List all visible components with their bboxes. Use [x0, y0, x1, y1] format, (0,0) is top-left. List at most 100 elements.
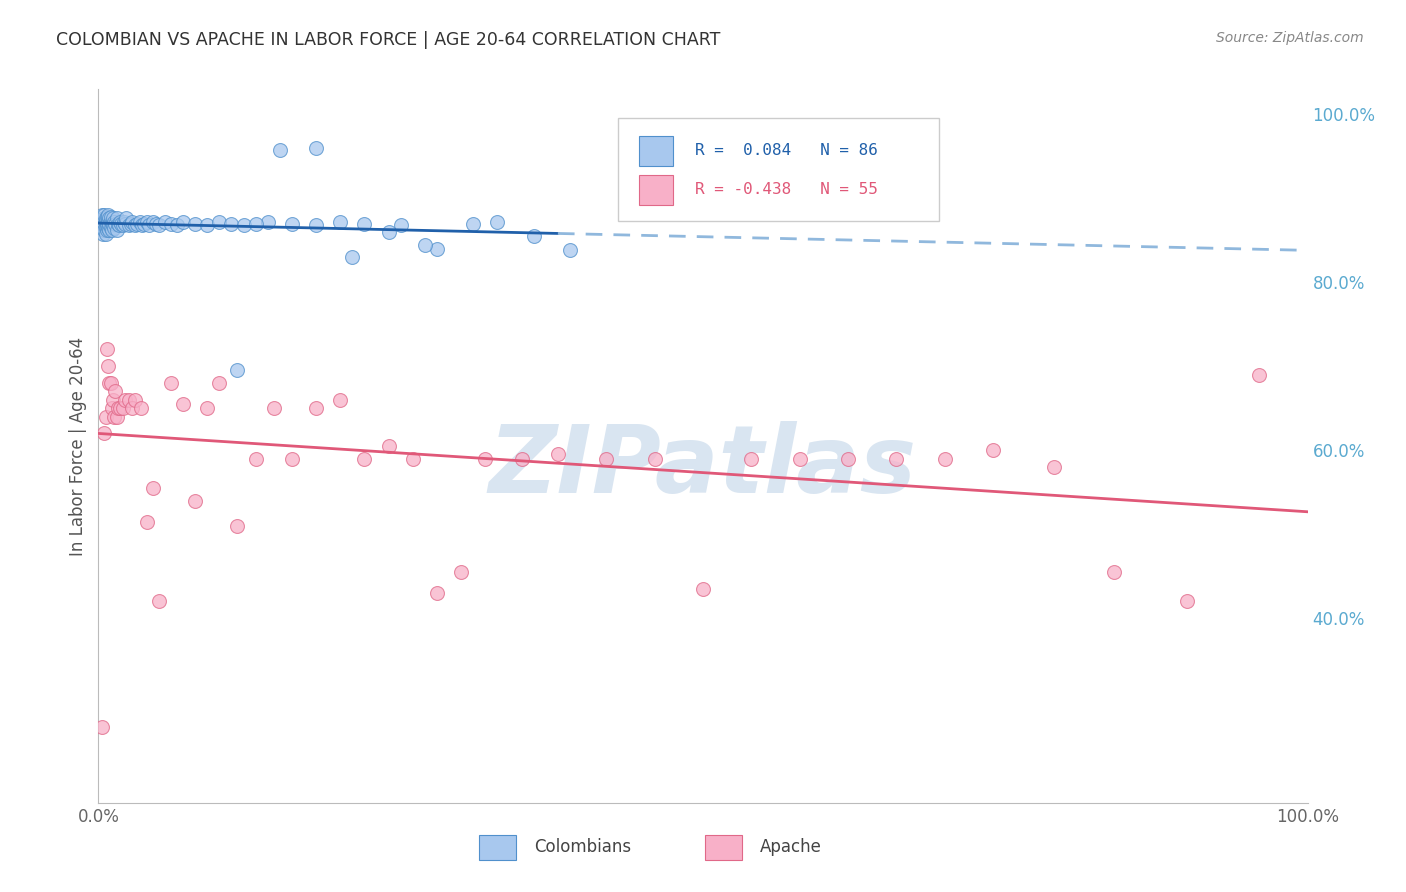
Point [93, 218, 115, 232]
FancyBboxPatch shape [479, 835, 516, 860]
Point [195, 401, 218, 416]
Point [426, 242, 449, 256]
Point [94, 409, 117, 424]
FancyBboxPatch shape [619, 118, 939, 221]
Point [114, 392, 136, 407]
Point [121, 401, 143, 416]
Point [96, 218, 118, 232]
Text: R = -0.438   N = 55: R = -0.438 N = 55 [695, 182, 877, 197]
Point [232, 218, 254, 232]
Point [97, 208, 120, 222]
Point [93, 211, 115, 226]
Point [121, 215, 143, 229]
Point [166, 218, 188, 232]
Point [692, 582, 714, 596]
Point [107, 217, 129, 231]
Point [100, 220, 122, 235]
Point [112, 215, 135, 229]
Point [100, 376, 122, 390]
Point [91, 220, 114, 235]
Point [269, 143, 291, 157]
Point [114, 217, 136, 231]
Point [97, 212, 120, 227]
Point [96, 217, 118, 231]
Point [981, 443, 1004, 458]
Point [329, 215, 352, 229]
Point [148, 594, 170, 608]
Point [342, 250, 364, 264]
FancyBboxPatch shape [638, 136, 673, 166]
Point [837, 451, 859, 466]
Point [1102, 565, 1125, 579]
Point [172, 397, 194, 411]
Point [145, 217, 167, 231]
Point [94, 220, 117, 235]
Point [558, 244, 581, 258]
Point [91, 215, 114, 229]
Point [281, 217, 304, 231]
Point [153, 215, 176, 229]
Point [305, 141, 328, 155]
Point [135, 515, 157, 529]
Point [103, 220, 125, 235]
Point [184, 217, 207, 231]
Text: Colombians: Colombians [534, 838, 631, 856]
Point [104, 384, 127, 399]
Point [226, 363, 249, 377]
Y-axis label: In Labor Force | Age 20-64: In Labor Force | Age 20-64 [69, 336, 87, 556]
Point [100, 223, 122, 237]
Point [91, 227, 114, 241]
Point [100, 217, 122, 231]
Point [108, 215, 131, 229]
Text: COLOMBIAN VS APACHE IN LABOR FORCE | AGE 20-64 CORRELATION CHART: COLOMBIAN VS APACHE IN LABOR FORCE | AGE… [56, 31, 721, 49]
Point [305, 401, 328, 416]
Point [1249, 368, 1271, 382]
Point [208, 215, 231, 229]
Point [329, 392, 352, 407]
Point [124, 392, 146, 407]
Point [111, 218, 134, 232]
Point [184, 493, 207, 508]
Point [96, 210, 118, 224]
Point [886, 451, 908, 466]
Point [103, 409, 125, 424]
Point [90, 217, 112, 231]
Text: Source: ZipAtlas.com: Source: ZipAtlas.com [1216, 31, 1364, 45]
Point [108, 218, 131, 232]
Point [450, 565, 472, 579]
Point [98, 376, 121, 390]
Point [94, 215, 117, 229]
Point [100, 215, 122, 229]
Point [148, 218, 170, 232]
Text: ZIPatlas: ZIPatlas [489, 421, 917, 514]
Point [131, 218, 153, 232]
Point [426, 586, 449, 600]
Point [463, 217, 485, 231]
Point [263, 401, 285, 416]
Point [172, 215, 194, 229]
Point [281, 451, 304, 466]
Point [105, 223, 128, 237]
Point [103, 215, 125, 229]
Point [127, 217, 149, 231]
Point [256, 215, 278, 229]
Point [91, 208, 114, 222]
Point [226, 518, 249, 533]
Point [98, 223, 121, 237]
FancyBboxPatch shape [706, 835, 742, 860]
Point [486, 215, 509, 229]
Point [129, 401, 152, 416]
Point [305, 218, 328, 232]
Point [94, 211, 117, 226]
FancyBboxPatch shape [638, 175, 673, 205]
Point [100, 401, 122, 416]
Point [135, 215, 157, 229]
Point [353, 217, 375, 231]
Point [208, 376, 231, 390]
Point [94, 227, 117, 241]
Point [547, 447, 569, 461]
Point [101, 211, 124, 226]
Point [740, 451, 762, 466]
Point [93, 426, 115, 441]
Point [377, 439, 399, 453]
